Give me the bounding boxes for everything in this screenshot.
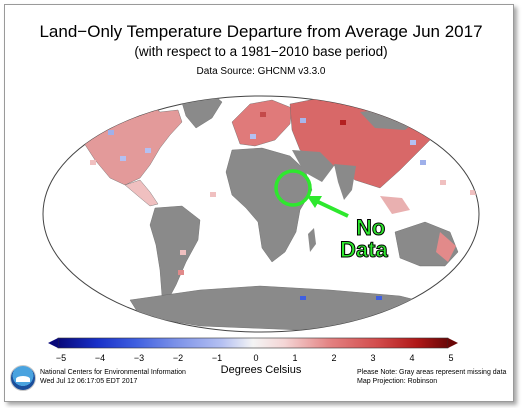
annotation-no: No [356,215,385,240]
tick-label: −1 [211,353,223,363]
tick-label: 3 [370,353,376,363]
india-gray [334,164,356,200]
annotation-arrow-shaft [313,198,349,218]
map-subtitle: (with respect to a 1981−2010 base period… [134,44,388,59]
footer-org: National Centers for Environmental Infor… [40,369,186,376]
new-zealand [464,262,476,280]
tick-label: −5 [55,353,67,363]
colorbar-bar [57,337,449,349]
tick-label: −2 [172,353,184,363]
tick-label: 1 [292,353,298,363]
footer-projection: Map Projection: Robinson [357,378,438,385]
madagascar [308,228,316,252]
middle-east-gray [292,150,334,182]
annotation-arrow-head [307,196,322,208]
alaska-canada-gray [100,102,140,118]
australia-east-red [436,232,456,262]
tick-label: 2 [331,353,337,363]
colorbar [48,337,458,349]
europe [231,99,293,147]
annotation-data: Data [340,237,388,262]
no-data-circle [274,169,312,207]
tick-label: 5 [448,353,454,363]
tick-label: 4 [409,353,415,363]
anomaly-cells [90,112,476,300]
south-america [149,205,201,301]
colorbar-low-arrow [48,338,58,348]
colorbar-unit: Degrees Celsius [220,364,302,376]
noaa-logo [10,365,36,391]
central-america [124,179,159,207]
data-source: Data Source: GHCNM v3.3.0 [196,66,326,77]
tick-label: −4 [94,353,106,363]
se-asia [380,196,410,214]
tick-label: −3 [133,353,145,363]
map-title: Land−Only Temperature Departure from Ave… [39,22,483,41]
africa [225,147,313,263]
footer-note: Please Note: Gray areas represent missin… [357,369,507,376]
tick-label: 0 [253,353,259,363]
footer-timestamp: Wed Jul 12 06:17:05 EDT 2017 [40,378,138,385]
colorbar-high-arrow [448,338,458,348]
